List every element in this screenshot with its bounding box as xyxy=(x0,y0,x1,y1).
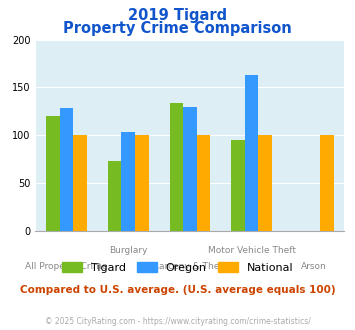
Bar xyxy=(183,107,197,231)
Bar xyxy=(73,135,87,231)
Bar xyxy=(258,135,272,231)
Text: All Property Crime: All Property Crime xyxy=(25,262,108,271)
Text: Larceny & Theft: Larceny & Theft xyxy=(154,262,226,271)
Bar xyxy=(135,135,148,231)
Text: Property Crime Comparison: Property Crime Comparison xyxy=(63,21,292,36)
Text: Motor Vehicle Theft: Motor Vehicle Theft xyxy=(208,246,296,255)
Bar xyxy=(170,103,183,231)
Bar xyxy=(121,132,135,231)
Bar xyxy=(197,135,210,231)
Legend: Tigard, Oregon, National: Tigard, Oregon, National xyxy=(57,258,298,278)
Bar xyxy=(320,135,334,231)
Text: Arson: Arson xyxy=(301,262,326,271)
Text: © 2025 CityRating.com - https://www.cityrating.com/crime-statistics/: © 2025 CityRating.com - https://www.city… xyxy=(45,317,310,326)
Bar xyxy=(231,140,245,231)
Bar xyxy=(108,161,121,231)
Bar xyxy=(60,108,73,231)
Bar xyxy=(46,116,60,231)
Text: 2019 Tigard: 2019 Tigard xyxy=(128,8,227,23)
Bar xyxy=(245,75,258,231)
Text: Compared to U.S. average. (U.S. average equals 100): Compared to U.S. average. (U.S. average … xyxy=(20,285,335,295)
Text: Burglary: Burglary xyxy=(109,246,147,255)
